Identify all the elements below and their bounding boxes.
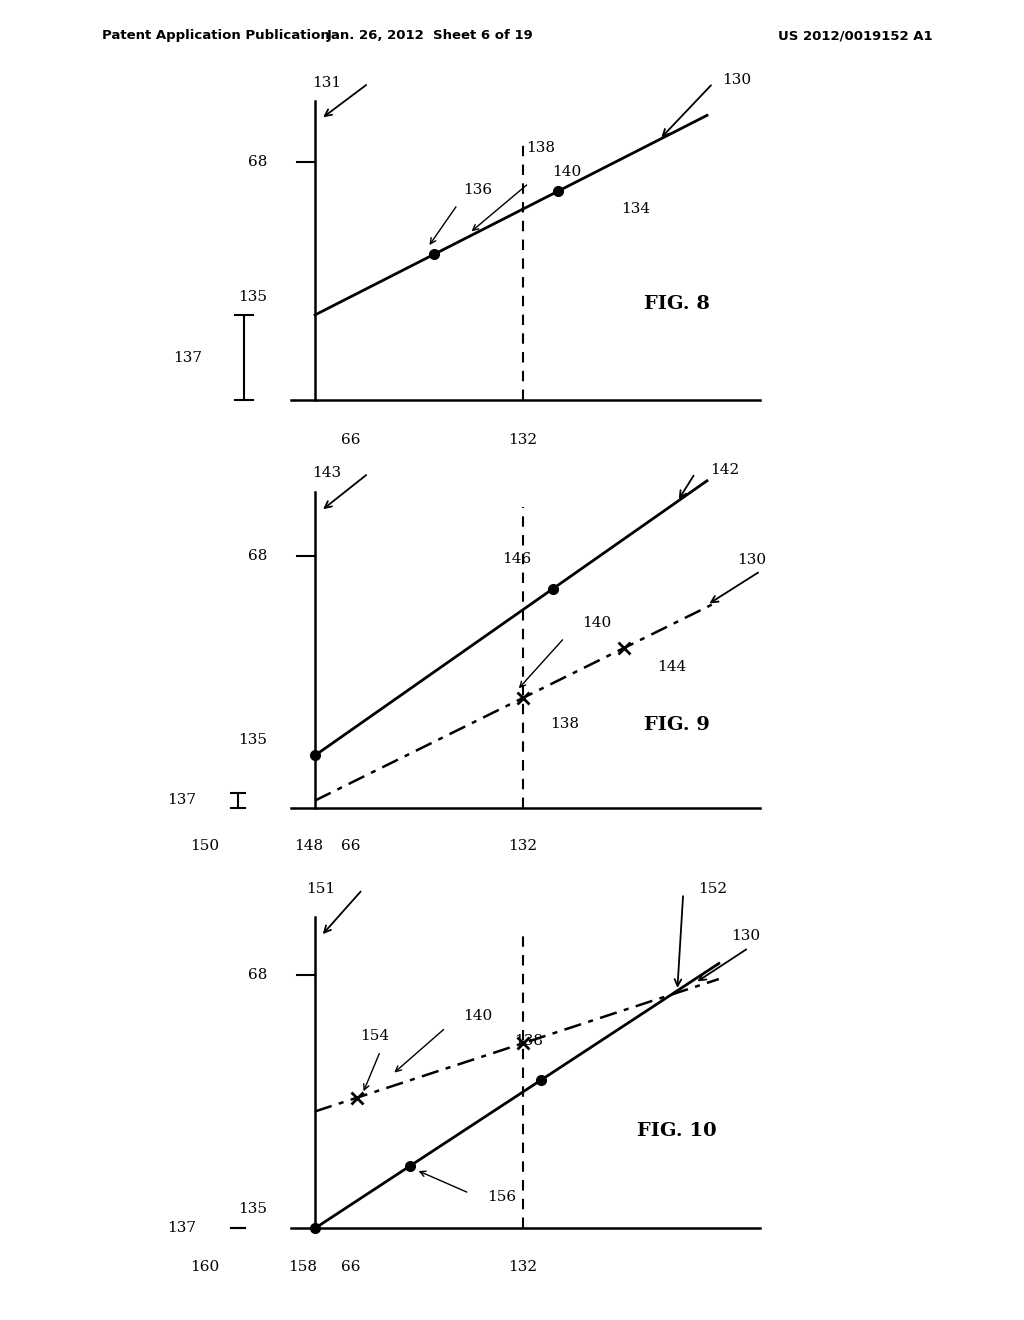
Text: 130: 130 (737, 553, 766, 566)
Text: 132: 132 (508, 433, 538, 446)
Text: Jan. 26, 2012  Sheet 6 of 19: Jan. 26, 2012 Sheet 6 of 19 (327, 29, 534, 42)
Text: 66: 66 (341, 1261, 360, 1274)
Text: 151: 151 (306, 883, 336, 896)
Text: 66: 66 (341, 838, 360, 853)
Text: 142: 142 (711, 462, 739, 477)
Text: 130: 130 (722, 73, 752, 87)
Text: 66: 66 (341, 433, 360, 446)
Text: 150: 150 (190, 838, 219, 853)
Text: US 2012/0019152 A1: US 2012/0019152 A1 (778, 29, 933, 42)
Text: 136: 136 (464, 183, 493, 197)
Text: 131: 131 (312, 77, 341, 90)
Text: 154: 154 (359, 1028, 389, 1043)
Text: FIG. 9: FIG. 9 (644, 717, 711, 734)
Text: 152: 152 (698, 883, 727, 896)
Text: 135: 135 (239, 1201, 267, 1216)
Text: FIG. 8: FIG. 8 (644, 296, 711, 313)
Text: 160: 160 (190, 1261, 219, 1274)
Text: 68: 68 (248, 968, 267, 982)
Text: 138: 138 (514, 1035, 544, 1048)
Text: 135: 135 (239, 734, 267, 747)
Text: 132: 132 (508, 838, 538, 853)
Text: 146: 146 (503, 552, 531, 566)
Text: Patent Application Publication: Patent Application Publication (102, 29, 330, 42)
Text: 156: 156 (487, 1191, 516, 1204)
Text: 130: 130 (731, 929, 761, 944)
Text: 135: 135 (239, 290, 267, 304)
Text: 68: 68 (248, 154, 267, 169)
Text: 137: 137 (167, 793, 197, 808)
Text: 140: 140 (583, 615, 611, 630)
Text: 140: 140 (553, 165, 582, 180)
Text: 148: 148 (295, 838, 324, 853)
Text: 68: 68 (248, 549, 267, 564)
Text: 144: 144 (656, 660, 686, 675)
Text: 143: 143 (312, 466, 341, 480)
Text: 140: 140 (464, 1008, 493, 1023)
Text: 158: 158 (289, 1261, 317, 1274)
Text: 138: 138 (526, 141, 555, 156)
Text: 138: 138 (550, 717, 579, 731)
Text: 134: 134 (622, 202, 650, 215)
Text: 137: 137 (173, 351, 202, 364)
Text: FIG. 10: FIG. 10 (638, 1122, 717, 1140)
Text: 137: 137 (167, 1221, 197, 1236)
Text: 132: 132 (508, 1261, 538, 1274)
